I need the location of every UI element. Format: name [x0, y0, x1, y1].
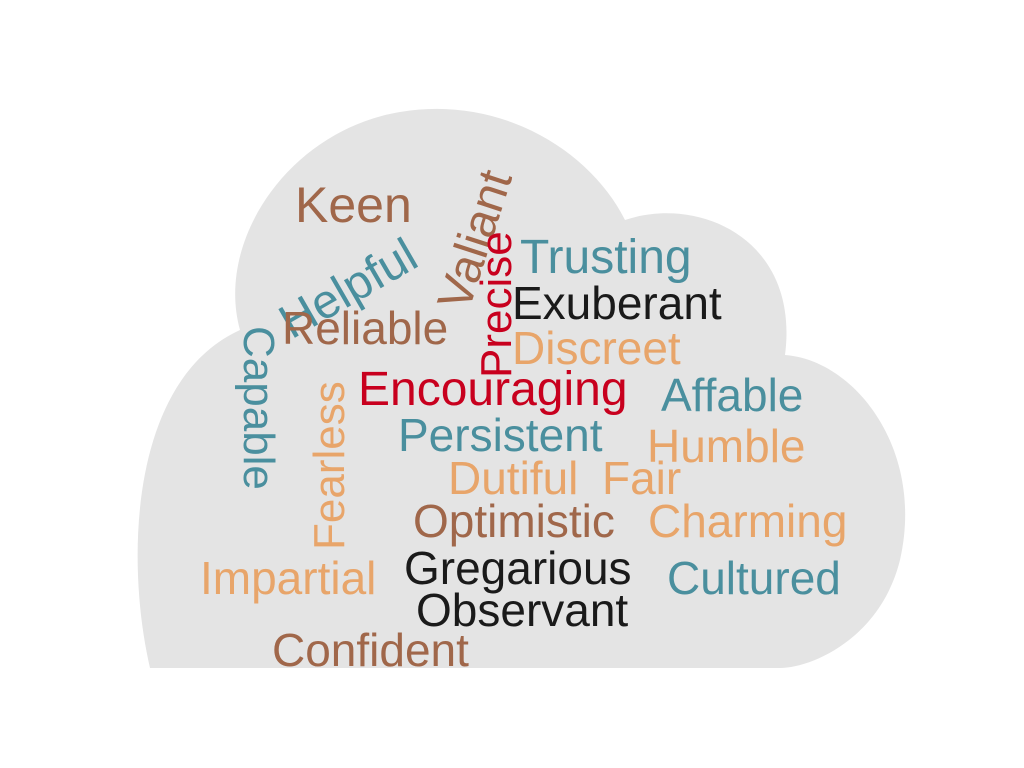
word-impartial: Impartial [200, 552, 377, 604]
word-reliable: Reliable [282, 302, 449, 354]
word-fearless: Fearless [305, 381, 354, 550]
word-trusting: Trusting [520, 231, 692, 284]
word-affable: Affable [661, 369, 804, 421]
word-fair: Fair [602, 452, 682, 504]
word-humble: Humble [647, 420, 806, 472]
word-gregarious: Gregarious [404, 542, 632, 594]
word-confident: Confident [272, 624, 469, 676]
word-cultured: Cultured [667, 552, 841, 604]
word-persistent: Persistent [398, 409, 603, 461]
word-keen: Keen [295, 177, 412, 233]
word-charming: Charming [648, 495, 848, 547]
word-observant: Observant [416, 584, 629, 636]
word-capable: Capable [234, 326, 283, 490]
cloud-shape-path [137, 108, 906, 668]
word-optimistic: Optimistic [413, 495, 615, 547]
word-discreet: Discreet [512, 322, 681, 374]
word-dutiful: Dutiful [448, 452, 579, 504]
word-encouraging: Encouraging [358, 363, 628, 416]
word-exuberant: Exuberant [512, 277, 722, 329]
